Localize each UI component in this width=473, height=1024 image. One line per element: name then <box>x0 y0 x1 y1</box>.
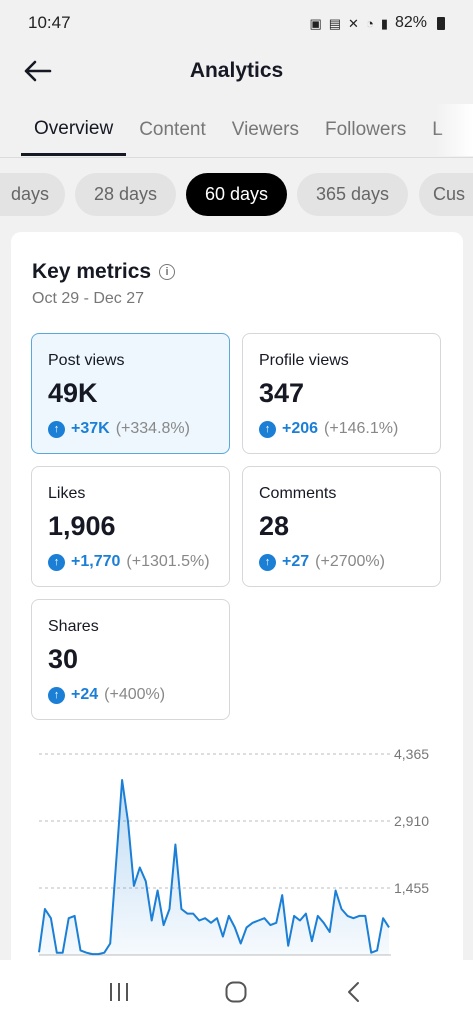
info-icon[interactable]: i <box>159 264 176 280</box>
metric-shares[interactable]: Shares 30 ↑ +24 (+400%) <box>31 599 230 720</box>
tab-viewers[interactable]: Viewers <box>231 119 299 140</box>
metric-percent: (+334.8%) <box>115 420 190 437</box>
tabs-fade <box>435 104 473 156</box>
tab-followers[interactable]: Followers <box>324 119 407 140</box>
arrow-up-icon: ↑ <box>48 686 65 704</box>
home-icon <box>225 981 247 1003</box>
metric-percent: (+146.1%) <box>324 420 399 437</box>
metric-value: 347 <box>259 378 305 408</box>
tab-bar: Overview Content Viewers Followers L <box>0 104 473 158</box>
metric-value: 28 <box>259 511 290 541</box>
metric-percent: (+2700%) <box>315 553 385 570</box>
metric-value: 30 <box>48 644 79 674</box>
mute-icon: ✕ <box>348 15 359 31</box>
status-time: 10:47 <box>28 13 71 32</box>
key-metrics-title: Key metrics i <box>32 260 176 284</box>
metric-change: ↑ +1,770 (+1301.5%) <box>48 553 210 571</box>
metric-percent: (+400%) <box>104 686 166 703</box>
wifi-icon: ◔ <box>365 15 374 31</box>
home-button[interactable] <box>216 972 256 1012</box>
status-bar: 10:47 ▣ ▤ ✕ ◔ ▮ 82% <box>0 0 473 46</box>
system-nav-bar <box>0 960 473 1024</box>
metric-label: Post views <box>48 352 125 369</box>
metric-percent: (+1301.5%) <box>126 553 210 570</box>
battery-percent: 82% <box>394 14 427 31</box>
chevron-left-icon <box>348 982 360 1002</box>
metric-label: Shares <box>48 618 99 635</box>
chip-custom[interactable]: Cus <box>419 173 473 216</box>
metric-label: Comments <box>259 485 337 502</box>
metric-value: 49K <box>48 378 98 408</box>
signal-icon: ▮ <box>380 15 388 31</box>
metric-change: ↑ +206 (+146.1%) <box>259 420 398 438</box>
chip-60-days[interactable]: 60 days <box>186 173 287 216</box>
back-nav-button[interactable] <box>334 972 374 1012</box>
metric-change: ↑ +24 (+400%) <box>48 686 165 704</box>
chip-7-days[interactable]: days <box>0 173 65 216</box>
metric-delta: +1,770 <box>71 553 121 570</box>
back-button[interactable] <box>20 54 54 88</box>
chart-area-fill <box>39 780 389 955</box>
key-metrics-title-text: Key metrics <box>32 260 152 283</box>
metric-value: 1,906 <box>48 511 116 541</box>
battery-icon <box>437 16 445 30</box>
metric-likes[interactable]: Likes 1,906 ↑ +1,770 (+1301.5%) <box>31 466 230 587</box>
recent-apps-button[interactable] <box>99 972 139 1012</box>
y-tick-label: 4,365 <box>394 746 429 762</box>
y-tick-label: 1,455 <box>394 880 429 896</box>
metric-label: Profile views <box>259 352 349 369</box>
metric-label: Likes <box>48 485 86 502</box>
tab-overview[interactable]: Overview <box>21 104 127 156</box>
date-range-label: Oct 29 - Dec 27 <box>32 290 145 307</box>
arrow-up-icon: ↑ <box>259 553 276 571</box>
chart-series-line <box>38 779 390 956</box>
page-title: Analytics <box>189 59 284 82</box>
arrow-up-icon: ↑ <box>259 420 276 438</box>
metric-delta: +206 <box>282 420 319 437</box>
header: Analytics <box>0 46 473 96</box>
metric-change: ↑ +27 (+2700%) <box>259 553 385 571</box>
recent-apps-icon <box>109 983 128 1001</box>
key-metrics-card: Key metrics i Oct 29 - Dec 27 Post views… <box>11 232 463 992</box>
status-icons: ▣ ▤ ✕ ◔ ▮ 82% <box>309 14 445 32</box>
metric-delta: +24 <box>71 686 99 703</box>
metric-comments[interactable]: Comments 28 ↑ +27 (+2700%) <box>242 466 441 587</box>
metric-change: ↑ +37K (+334.8%) <box>48 420 190 438</box>
date-range-chips: days 28 days 60 days 365 days Cus <box>0 173 473 217</box>
metric-profile-views[interactable]: Profile views 347 ↑ +206 (+146.1%) <box>242 333 441 454</box>
metric-delta: +37K <box>71 420 110 437</box>
sim-icon: ▣ <box>309 15 322 31</box>
chip-365-days[interactable]: 365 days <box>297 173 408 216</box>
y-tick-label: 2,910 <box>394 813 429 829</box>
chip-28-days[interactable]: 28 days <box>75 173 176 216</box>
arrow-up-icon: ↑ <box>48 553 65 571</box>
tab-content[interactable]: Content <box>139 119 206 140</box>
nfc-icon: ▤ <box>328 15 342 31</box>
arrow-left-icon <box>24 60 52 82</box>
post-views-chart[interactable]: 4,365 2,910 1,455 <box>11 732 463 962</box>
metric-delta: +27 <box>282 553 310 570</box>
metric-post-views[interactable]: Post views 49K ↑ +37K (+334.8%) <box>31 333 230 454</box>
arrow-up-icon: ↑ <box>48 420 65 438</box>
